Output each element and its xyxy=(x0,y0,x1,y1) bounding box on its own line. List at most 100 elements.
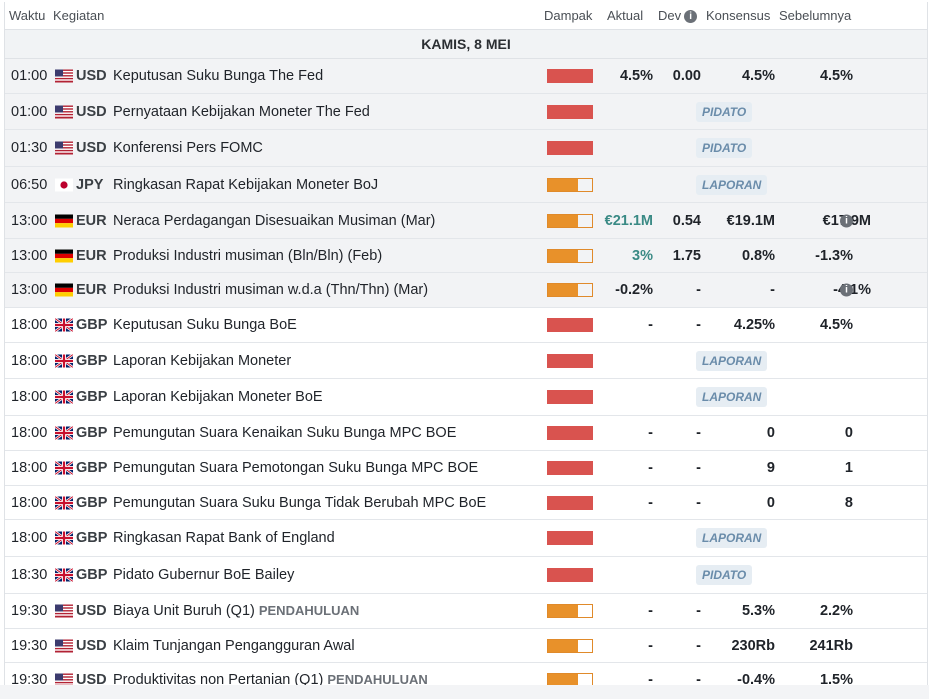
consensus-value: 9 xyxy=(766,460,775,476)
impact-indicator xyxy=(547,461,593,475)
actual-value: - xyxy=(648,317,653,333)
economic-calendar-table: Waktu Kegiatan Dampak Aktual Dev i Konsen… xyxy=(4,2,928,698)
event-row[interactable]: 01:00 USD Keputusan Suku Bunga The Fed 4.5%… xyxy=(5,59,927,94)
header-dev: Dev i xyxy=(658,8,698,23)
event-time: 01:00 xyxy=(11,103,48,120)
event-name[interactable]: Produktivitas non Pertanian (Q1) PENDAHUL… xyxy=(113,672,428,688)
actual-value: - xyxy=(648,672,653,688)
currency-code: GBP xyxy=(76,317,108,333)
consensus-value: 0 xyxy=(766,425,775,441)
event-row[interactable]: 01:00 USD Pernyataan Kebijakan Moneter The… xyxy=(5,94,927,130)
event-name[interactable]: Pemungutan Suara Pemotongan Suku Bunga M… xyxy=(113,460,479,476)
header-actual: Aktual xyxy=(607,8,644,23)
previous-value: 4.5% xyxy=(819,317,853,333)
info-icon[interactable]: i xyxy=(840,283,853,297)
event-row[interactable]: 18:00 GBP Laporan Kebijakan Moneter LAPORAN xyxy=(5,343,927,379)
deviation-value: - xyxy=(696,494,701,511)
event-name[interactable]: Biaya Unit Buruh (Q1) PENDAHULUAN xyxy=(113,603,360,619)
event-row[interactable]: 06:50 JPY Ringkasan Rapat Kebijakan Monete… xyxy=(5,167,927,203)
actual-value: - xyxy=(648,637,653,654)
event-time: 18:00 xyxy=(11,460,48,476)
actual-value: €21.1M xyxy=(604,212,653,229)
event-time: 01:00 xyxy=(11,68,48,84)
header-impact: Dampak xyxy=(544,8,593,23)
event-row[interactable]: 19:30 USD Produktivitas non Pertanian (Q1)… xyxy=(5,663,927,698)
consensus-value: -0.4% xyxy=(737,672,775,688)
flag-gb-icon xyxy=(55,426,73,440)
event-row[interactable]: 18:00 GBP Keputusan Suku Bunga BoE - - 4.25% 4… xyxy=(5,308,927,343)
event-name[interactable]: Produksi Industri musiman w.d.a (Thn/Thn… xyxy=(113,282,429,298)
event-row[interactable]: 13:00 EUR Produksi Industri musiman (Bln/B… xyxy=(5,239,927,273)
info-icon[interactable]: i xyxy=(840,214,853,227)
flag-gb-icon xyxy=(55,318,73,332)
impact-indicator xyxy=(547,638,593,653)
currency-code: USD xyxy=(76,140,107,156)
event-name[interactable]: Klaim Tunjangan Pengangguran Awal xyxy=(113,637,355,654)
bottom-strip xyxy=(0,685,929,699)
currency-code: USD xyxy=(76,603,107,619)
event-row[interactable]: 18:00 GBP Pemungutan Suara Suku Bunga Tida… xyxy=(5,486,927,520)
event-name[interactable]: Pemungutan Suara Suku Bunga Tidak Beruba… xyxy=(113,494,487,511)
event-name[interactable]: Konferensi Pers FOMC xyxy=(113,140,263,156)
event-row[interactable]: 13:00 EUR Produksi Industri musiman w.d.a … xyxy=(5,273,927,308)
deviation-value: - xyxy=(696,317,701,333)
deviation-value: - xyxy=(696,637,701,654)
event-time: 18:00 xyxy=(11,352,48,369)
currency-code: GBP xyxy=(76,389,108,405)
consensus-value: €19.1M xyxy=(726,212,775,229)
event-time: 13:00 xyxy=(11,212,48,229)
header-time: Waktu xyxy=(9,8,46,23)
info-icon[interactable]: i xyxy=(684,10,698,23)
event-time: 06:50 xyxy=(11,176,48,193)
impact-indicator xyxy=(547,283,593,297)
event-time: 18:00 xyxy=(11,425,48,441)
impact-indicator xyxy=(547,104,593,119)
previous-value: 4.5% xyxy=(819,68,853,84)
event-row[interactable]: 18:00 GBP Ringkasan Rapat Bank of England L… xyxy=(5,520,927,557)
event-name[interactable]: Produksi Industri musiman (Bln/Bln) (Feb… xyxy=(113,247,383,264)
event-name[interactable]: Pidato Gubernur BoE Bailey xyxy=(113,567,295,583)
currency-code: JPY xyxy=(76,176,104,193)
event-type-badge: LAPORAN xyxy=(696,350,768,371)
event-name[interactable]: Keputusan Suku Bunga BoE xyxy=(113,317,297,333)
event-name[interactable]: Keputusan Suku Bunga The Fed xyxy=(113,68,324,84)
event-row[interactable]: 13:00 EUR Neraca Perdagangan Disesuaikan M… xyxy=(5,203,927,239)
event-name[interactable]: Neraca Perdagangan Disesuaikan Musiman (… xyxy=(113,212,436,229)
event-time: 18:00 xyxy=(11,494,48,511)
event-row[interactable]: 01:30 USD Konferensi Pers FOMC PIDATO xyxy=(5,130,927,167)
event-name[interactable]: Laporan Kebijakan Moneter BoE xyxy=(113,389,323,405)
currency-code: GBP xyxy=(76,460,108,476)
event-row[interactable]: 18:00 GBP Laporan Kebijakan Moneter BoE LAP… xyxy=(5,379,927,416)
event-type-badge: LAPORAN xyxy=(696,387,768,407)
event-name[interactable]: Pernyataan Kebijakan Moneter The Fed xyxy=(113,103,370,120)
header-event: Kegiatan xyxy=(53,8,105,23)
event-row[interactable]: 19:30 USD Klaim Tunjangan Pengangguran Awa… xyxy=(5,629,927,663)
event-time: 19:30 xyxy=(11,637,48,654)
consensus-value: 0.8% xyxy=(741,247,775,264)
impact-indicator xyxy=(547,531,593,545)
flag-us-icon xyxy=(55,604,73,618)
event-row[interactable]: 18:30 GBP Pidato Gubernur BoE Bailey PIDATO xyxy=(5,557,927,594)
previous-value: 1.5% xyxy=(819,672,853,688)
flag-us-icon xyxy=(55,69,73,83)
actual-value: - xyxy=(648,603,653,619)
impact-indicator xyxy=(547,177,593,192)
event-row[interactable]: 19:30 USD Biaya Unit Buruh (Q1) PENDAHULUAN… xyxy=(5,594,927,629)
currency-code: EUR xyxy=(76,212,107,229)
previous-value: 1 xyxy=(844,460,853,476)
consensus-value: 5.3% xyxy=(741,603,775,619)
impact-indicator xyxy=(547,568,593,582)
event-name[interactable]: Ringkasan Rapat Bank of England xyxy=(113,530,335,546)
actual-value: - xyxy=(648,425,653,441)
event-time: 13:00 xyxy=(11,247,48,264)
event-name[interactable]: Laporan Kebijakan Moneter xyxy=(113,352,292,369)
currency-code: USD xyxy=(76,672,107,688)
consensus-value: 0 xyxy=(766,494,775,511)
currency-code: GBP xyxy=(76,494,108,511)
event-time: 18:00 xyxy=(11,389,48,405)
event-name[interactable]: Pemungutan Suara Kenaikan Suku Bunga MPC… xyxy=(113,425,457,441)
event-row[interactable]: 18:00 GBP Pemungutan Suara Kenaikan Suku B… xyxy=(5,416,927,451)
event-row[interactable]: 18:00 GBP Pemungutan Suara Pemotongan Suku… xyxy=(5,451,927,486)
flag-de-icon xyxy=(55,249,73,262)
event-name[interactable]: Ringkasan Rapat Kebijakan Moneter BoJ xyxy=(113,176,379,193)
